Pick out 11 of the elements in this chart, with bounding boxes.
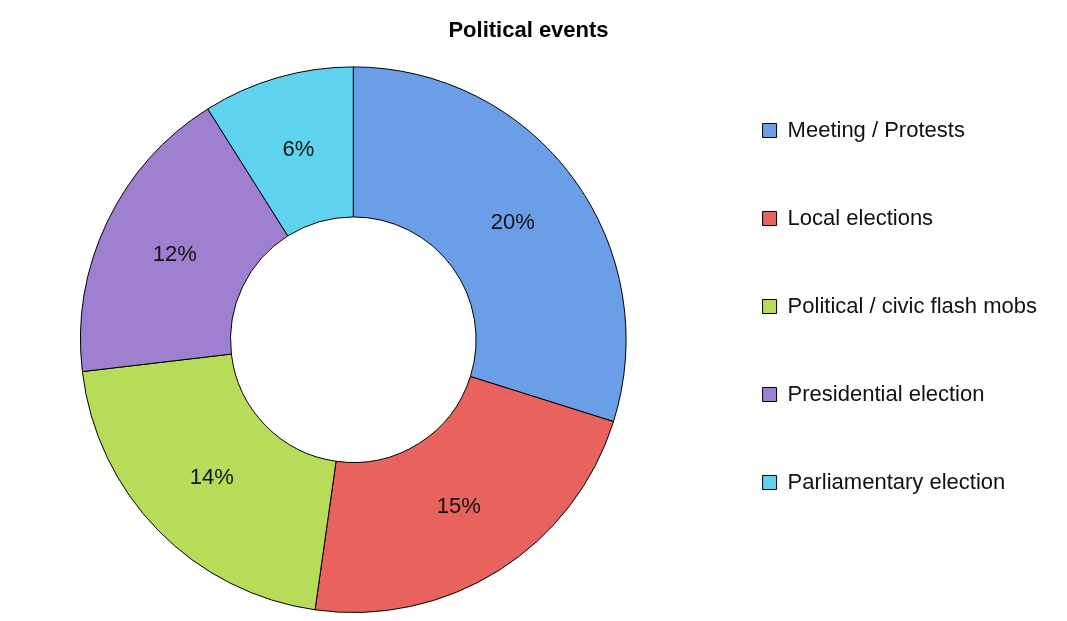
legend-label: Meeting / Protests <box>787 116 965 142</box>
legend-label: Parliamentary election <box>787 468 1006 494</box>
data-label: 6% <box>282 135 315 161</box>
legend-label: Political / civic flash mobs <box>787 292 1038 318</box>
legend-label: Presidential election <box>787 380 985 406</box>
legend-label: Local elections <box>787 204 934 230</box>
data-label: 12% <box>152 240 197 266</box>
data-label: 20% <box>490 208 535 234</box>
data-label: 15% <box>436 493 481 519</box>
chart-title: Political events <box>448 17 609 43</box>
data-label: 14% <box>189 463 234 489</box>
